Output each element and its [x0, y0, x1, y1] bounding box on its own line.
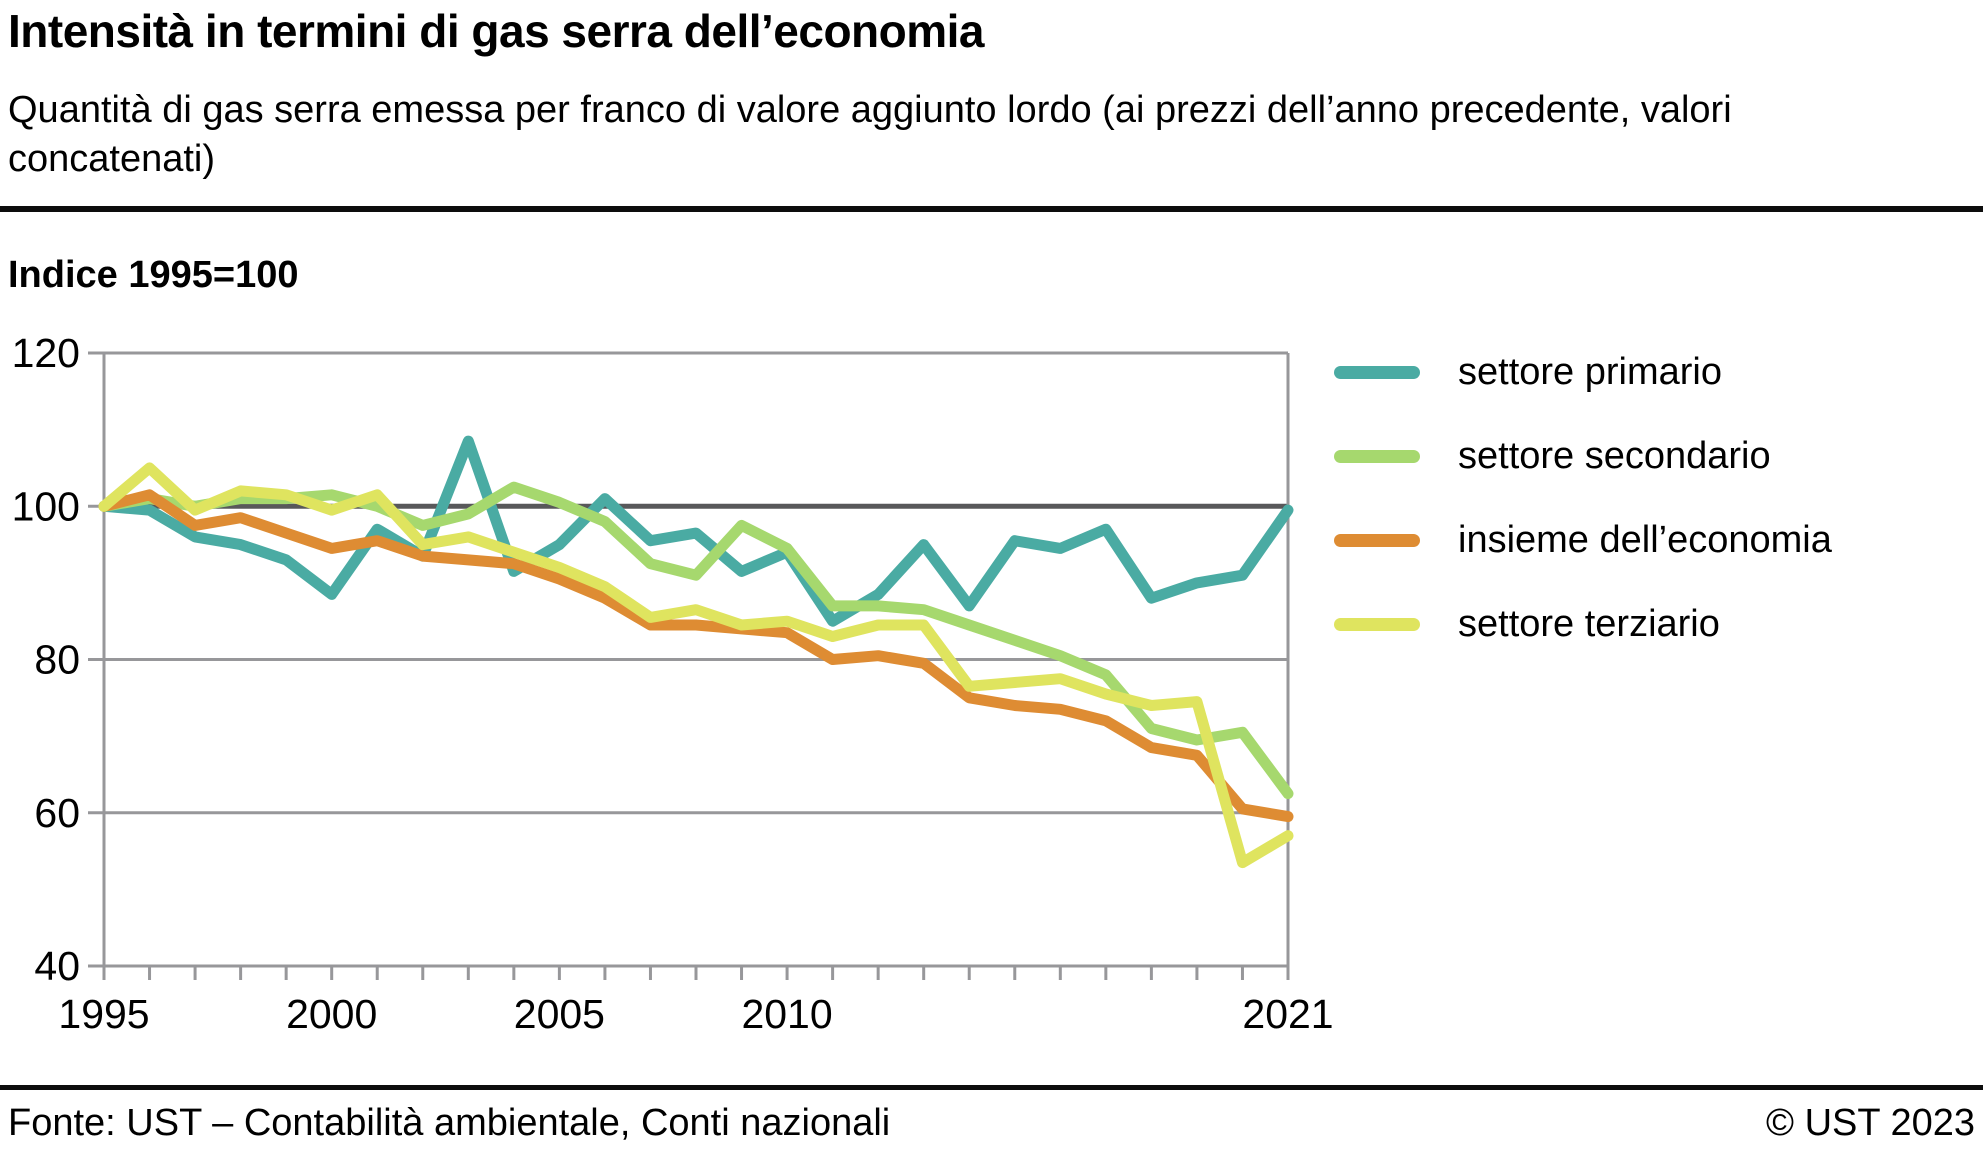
x-tick-label: 2005: [514, 991, 605, 1037]
series-line-settore-primario: [98, 435, 1294, 627]
legend-item-settore-secondario: settore secondario: [1334, 434, 1771, 477]
chart-subtitle: Quantità di gas serra emessa per franco …: [8, 89, 1732, 180]
legend-label: settore secondario: [1458, 434, 1771, 477]
legend-label: insieme dell’economia: [1458, 518, 1832, 561]
legend-label: settore terziario: [1458, 602, 1720, 645]
footer-divider: [0, 1085, 1983, 1090]
legend-item-settore-primario: settore primario: [1334, 350, 1722, 393]
y-tick-label: 60: [34, 790, 80, 836]
legend-swatch-settore-terziario: [1334, 617, 1420, 631]
x-tick-label: 2000: [286, 991, 377, 1037]
legend-label: settore primario: [1458, 350, 1722, 393]
y-tick-label: 120: [12, 330, 80, 376]
series-line-insieme-dell-economia: [98, 489, 1294, 823]
legend-swatch-insieme-economia: [1334, 533, 1420, 547]
header-divider: [0, 206, 1983, 212]
source-note: Fonte: UST – Contabilità ambientale, Con…: [8, 1102, 891, 1144]
copyright-note: © UST 2023: [1766, 1102, 1975, 1144]
legend-item-insieme-economia: insieme dell’economia: [1334, 518, 1832, 561]
y-tick-label: 80: [34, 637, 80, 683]
legend-swatch-settore-secondario: [1334, 449, 1420, 463]
index-axis-caption: Indice 1995=100: [8, 254, 299, 296]
x-tick-label: 1995: [58, 991, 149, 1037]
x-tick-label: 2021: [1242, 991, 1333, 1037]
series-line-settore-terziario: [98, 462, 1294, 869]
x-tick-label: 2010: [741, 991, 832, 1037]
legend-item-settore-terziario: settore terziario: [1334, 602, 1720, 645]
legend-swatch-settore-primario: [1334, 365, 1420, 379]
page-title: Intensità in termini di gas serra dell’e…: [8, 5, 985, 57]
y-tick-label: 40: [34, 943, 80, 989]
y-tick-label: 100: [12, 483, 80, 529]
